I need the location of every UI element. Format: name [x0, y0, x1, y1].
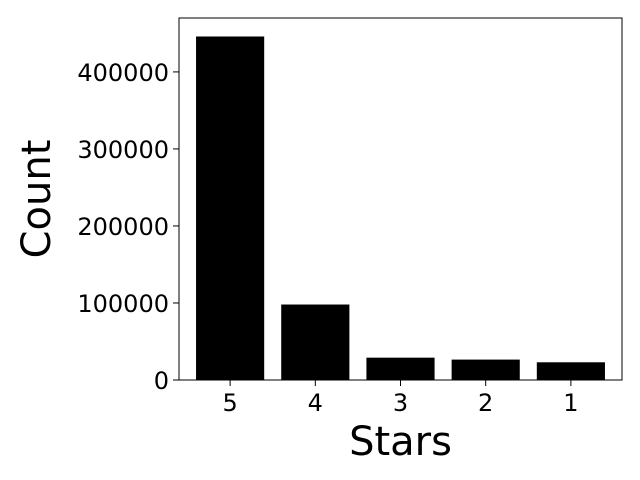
- x-tick-label: 1: [563, 389, 578, 417]
- x-axis-label: Stars: [349, 419, 452, 465]
- y-tick-label: 200000: [77, 213, 169, 241]
- y-axis-label: Count: [14, 140, 60, 259]
- y-axis: 0 100000 200000 300000 400000: [77, 59, 179, 395]
- bars-group: [196, 36, 605, 380]
- x-axis: 5 4 3 2 1: [222, 380, 579, 417]
- bar-2-stars: [451, 359, 520, 380]
- y-tick-label: 300000: [77, 136, 169, 164]
- x-tick-label: 4: [308, 389, 323, 417]
- x-tick-label: 3: [393, 389, 408, 417]
- bar-3-stars: [366, 357, 435, 380]
- bar-4-stars: [281, 304, 350, 380]
- bar-5-stars: [196, 36, 265, 380]
- x-tick-label: 2: [478, 389, 493, 417]
- bar-1-stars: [536, 362, 605, 380]
- y-tick-label: 0: [154, 367, 169, 395]
- y-tick-label: 100000: [77, 290, 169, 318]
- x-tick-label: 5: [222, 389, 237, 417]
- y-tick-label: 400000: [77, 59, 169, 87]
